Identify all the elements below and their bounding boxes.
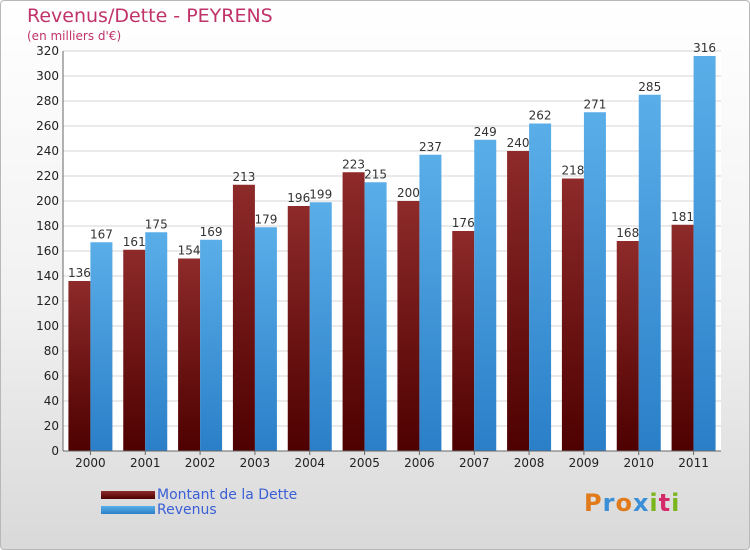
- data-label-debt: 196: [287, 191, 310, 205]
- y-tick-label: 220: [36, 169, 59, 183]
- bar-debt: [561, 178, 584, 451]
- data-label-revenus: 167: [90, 227, 113, 241]
- bar-debt: [452, 231, 475, 451]
- data-label-revenus: 316: [693, 41, 716, 55]
- y-tick-label: 20: [44, 419, 59, 433]
- logo-letter: x: [632, 489, 650, 517]
- data-label-revenus: 179: [254, 212, 277, 226]
- y-tick-label: 80: [44, 344, 59, 358]
- chart-title: Revenus/Dette - PEYRENS: [27, 5, 273, 27]
- legend-item-debt: Montant de la Dette: [101, 486, 298, 503]
- y-tick-label: 320: [36, 44, 59, 58]
- y-tick-label: 240: [36, 144, 59, 158]
- x-tick-label: 2005: [349, 456, 380, 470]
- y-tick-label: 40: [44, 394, 59, 408]
- data-label-debt: 200: [397, 186, 420, 200]
- y-tick-label: 140: [36, 269, 59, 283]
- data-label-revenus: 271: [583, 97, 606, 111]
- bar-revenus: [309, 202, 332, 451]
- data-label-debt: 240: [507, 136, 530, 150]
- y-tick-label: 160: [36, 244, 59, 258]
- data-label-debt: 218: [561, 164, 584, 178]
- x-tick-label: 2008: [514, 456, 545, 470]
- y-tick-label: 200: [36, 194, 59, 208]
- data-label-debt: 213: [232, 170, 255, 184]
- x-tick-label: 2006: [404, 456, 435, 470]
- x-tick-label: 2001: [130, 456, 161, 470]
- legend-label-revenus: Revenus: [157, 501, 217, 518]
- data-label-debt: 168: [616, 226, 639, 240]
- bar-debt: [616, 241, 639, 451]
- legend-swatch-revenus: [101, 505, 155, 514]
- bar-revenus: [364, 182, 387, 451]
- proxiti-logo: Proxiti: [584, 489, 680, 517]
- bar-revenus: [474, 139, 497, 451]
- logo-letter: P: [584, 489, 603, 517]
- bar-debt: [507, 151, 530, 451]
- y-tick-label: 120: [36, 294, 59, 308]
- x-tick-label: 2011: [678, 456, 709, 470]
- y-tick-label: 300: [36, 69, 59, 83]
- data-label-debt: 161: [123, 235, 146, 249]
- bar-revenus: [200, 239, 223, 451]
- bar-debt: [287, 206, 310, 451]
- y-tick-label: 0: [51, 444, 59, 458]
- data-label-debt: 176: [452, 216, 475, 230]
- bar-revenus: [638, 94, 661, 451]
- logo-letter: i: [671, 489, 681, 517]
- bar-debt: [397, 201, 420, 451]
- data-label-revenus: 285: [638, 80, 661, 94]
- bar-revenus: [583, 112, 606, 451]
- logo-letter: t: [658, 489, 672, 517]
- data-label-revenus: 169: [200, 225, 223, 239]
- bar-revenus: [254, 227, 277, 451]
- bar-debt: [68, 281, 91, 451]
- x-tick-label: 2003: [240, 456, 271, 470]
- bar-revenus: [90, 242, 113, 451]
- data-label-revenus: 199: [309, 187, 332, 201]
- data-label-debt: 181: [671, 210, 694, 224]
- x-tick-label: 2004: [294, 456, 325, 470]
- bar-debt: [671, 224, 694, 451]
- data-label-revenus: 249: [474, 125, 497, 139]
- logo-letter: r: [602, 489, 616, 517]
- bar-debt: [178, 258, 201, 451]
- bar-revenus: [419, 154, 442, 451]
- bar-revenus: [145, 232, 168, 451]
- x-tick-label: 2009: [569, 456, 600, 470]
- y-tick-label: 280: [36, 94, 59, 108]
- logo-letter: i: [649, 489, 659, 517]
- y-tick-label: 60: [44, 369, 59, 383]
- y-tick-label: 260: [36, 119, 59, 133]
- y-tick-label: 100: [36, 319, 59, 333]
- x-tick-label: 2000: [75, 456, 106, 470]
- logo-letter: o: [615, 489, 633, 517]
- legend-swatch-debt: [101, 490, 155, 499]
- x-tick-label: 2010: [623, 456, 654, 470]
- bar-debt: [342, 172, 365, 451]
- x-tick-label: 2002: [185, 456, 216, 470]
- bar-revenus: [693, 56, 716, 451]
- data-label-debt: 223: [342, 157, 365, 171]
- data-label-debt: 136: [68, 266, 91, 280]
- legend-item-revenus: Revenus: [101, 501, 297, 518]
- data-label-revenus: 237: [419, 140, 442, 154]
- data-label-debt: 154: [178, 244, 201, 258]
- chart-subtitle: (en milliers d'€): [27, 29, 122, 43]
- legend: Montant de la Dette Revenus: [101, 486, 298, 518]
- data-label-revenus: 215: [364, 167, 387, 181]
- bar-debt: [232, 184, 255, 451]
- y-tick-label: 180: [36, 219, 59, 233]
- x-tick-label: 2007: [459, 456, 490, 470]
- legend-label-debt: Montant de la Dette: [157, 486, 298, 503]
- bar-revenus: [529, 123, 552, 451]
- bar-debt: [123, 249, 146, 451]
- data-label-revenus: 175: [145, 217, 168, 231]
- data-label-revenus: 262: [529, 109, 552, 123]
